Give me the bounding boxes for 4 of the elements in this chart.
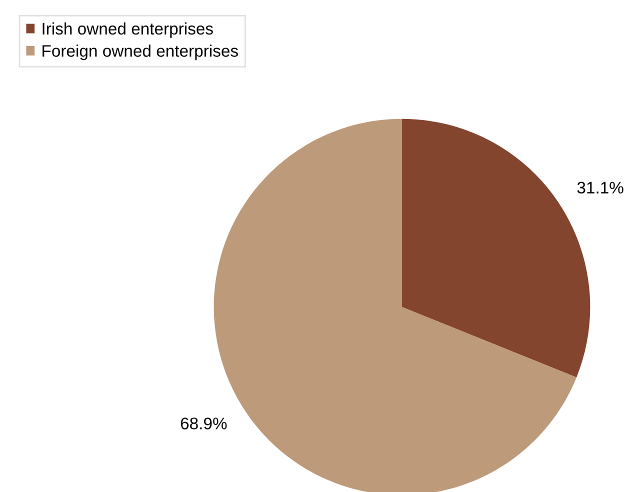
data-label: 68.9% — [180, 418, 227, 430]
legend-label: Foreign owned enterprises — [42, 44, 238, 60]
legend-label: Irish owned enterprises — [42, 22, 213, 38]
data-label: 31.1% — [577, 182, 624, 194]
